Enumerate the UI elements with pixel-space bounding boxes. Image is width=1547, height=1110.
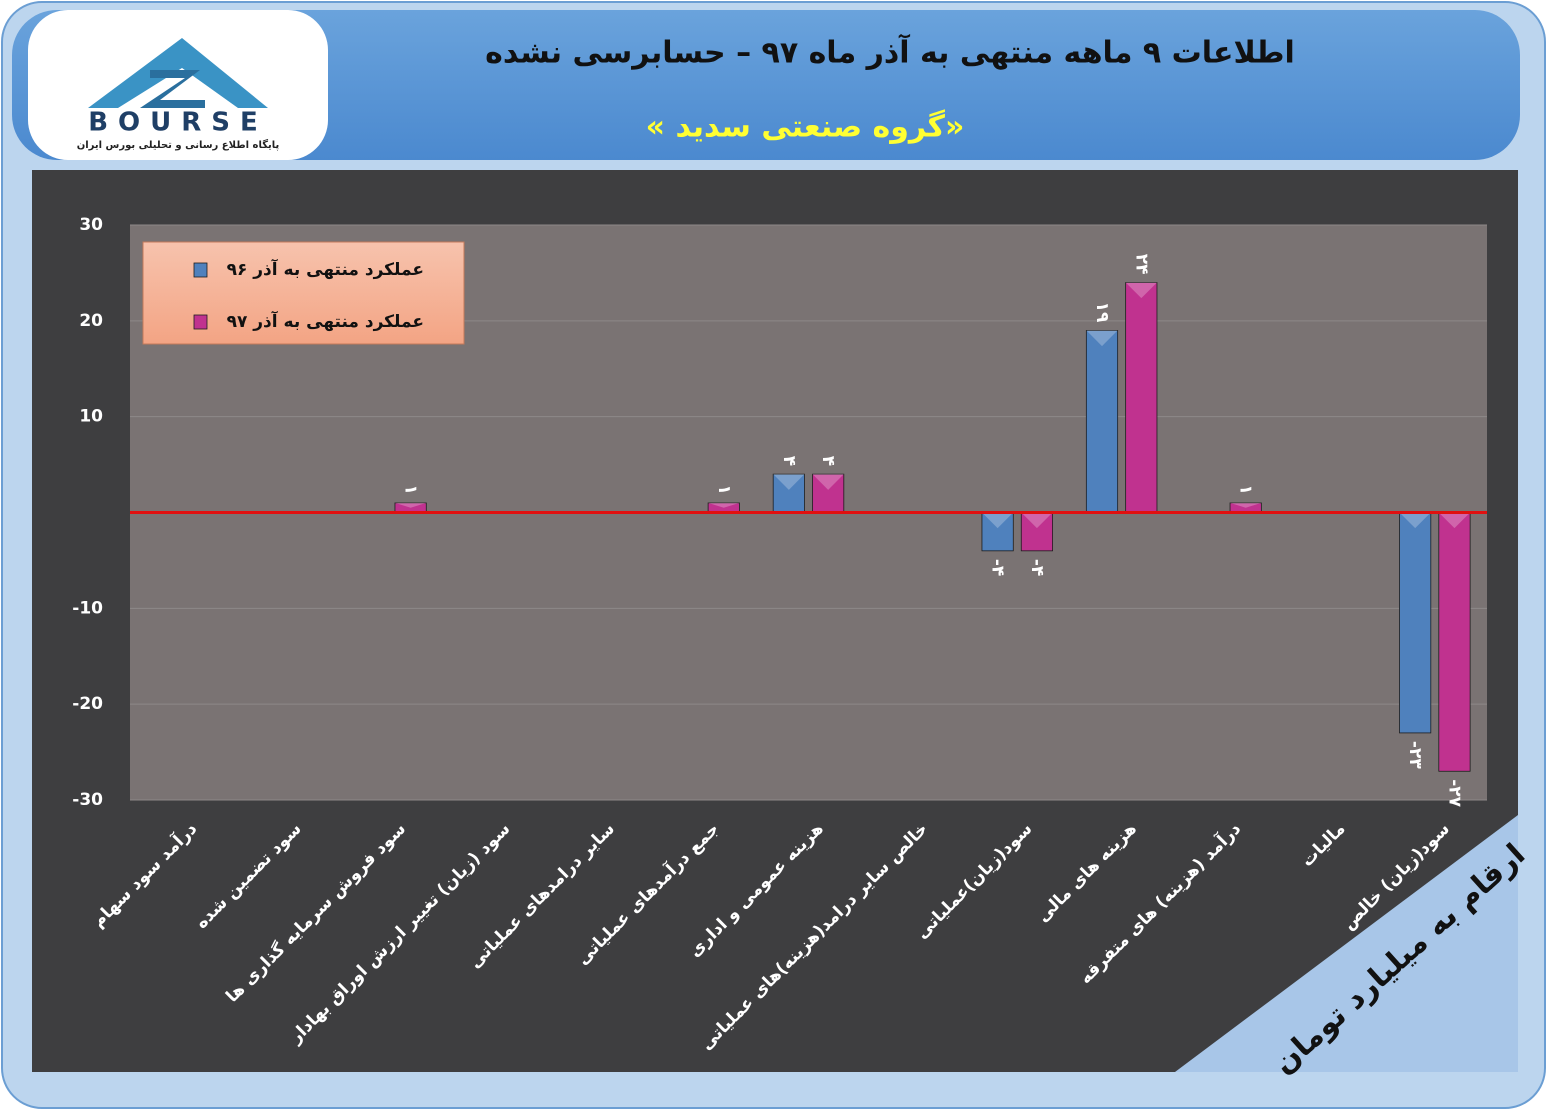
y-tick-label: 20 — [79, 311, 103, 331]
value-label: ۱۹ — [1092, 302, 1112, 323]
value-label: ۱ — [401, 485, 421, 495]
value-label: -۴ — [1027, 559, 1047, 576]
subtitle: «گروه صنعتی سدید » — [646, 109, 965, 145]
logo-caption: پایگاه اطلاع رسانی و تحلیلی بورس ایران — [77, 138, 280, 151]
legend-label: عملکرد منتهی به آذر ۹۶ — [227, 258, 424, 280]
value-label: -۲۳ — [1405, 741, 1425, 769]
bar-bevel — [1399, 512, 1431, 529]
value-label: ۴ — [818, 456, 838, 466]
bar — [1399, 512, 1432, 734]
legend-label: عملکرد منتهی به آذر ۹۷ — [227, 310, 424, 332]
title: اطلاعات ۹ ماهه منتهی به آذر ماه ۹۷ – حسا… — [485, 34, 1295, 71]
value-label: -۴ — [988, 559, 1008, 576]
value-label: ۱ — [1236, 485, 1256, 495]
bar — [1085, 330, 1119, 513]
value-label: -۲۷ — [1444, 779, 1464, 807]
bar — [1020, 512, 1053, 552]
header-band — [12, 10, 1520, 160]
note-corner — [1175, 815, 1518, 1072]
bar — [981, 512, 1014, 552]
y-tick-label: -20 — [72, 694, 103, 714]
value-label: ۴ — [779, 456, 799, 466]
legend-swatch — [193, 314, 208, 330]
bar-bevel — [812, 474, 844, 490]
logo-shape — [140, 70, 205, 108]
logo-shape — [88, 38, 268, 108]
bar-bevel — [1230, 502, 1262, 508]
y-tick-label: 30 — [79, 215, 103, 235]
bar — [1438, 512, 1471, 772]
bar-bevel — [394, 502, 427, 508]
bar-bevel — [773, 474, 805, 490]
value-label: ۲۴ — [1131, 254, 1151, 275]
bar — [812, 473, 845, 513]
bar-bevel — [1125, 282, 1157, 299]
y-tick-label: 10 — [79, 407, 103, 427]
bar — [1125, 282, 1158, 513]
value-label: ۱ — [714, 485, 734, 495]
logo-text: BOURSE — [88, 108, 268, 138]
legend-swatch — [193, 262, 208, 278]
bar-bevel — [981, 512, 1014, 529]
y-tick-label: -30 — [72, 790, 103, 810]
bar-bevel — [1438, 512, 1471, 529]
y-tick-label: -10 — [72, 598, 103, 618]
bar-bevel — [1021, 512, 1053, 529]
bar-bevel — [708, 502, 740, 508]
bar-bevel — [1086, 330, 1118, 347]
logo: BOURSE پایگاه اطلاع رسانی و تحلیلی بورس … — [28, 10, 328, 160]
